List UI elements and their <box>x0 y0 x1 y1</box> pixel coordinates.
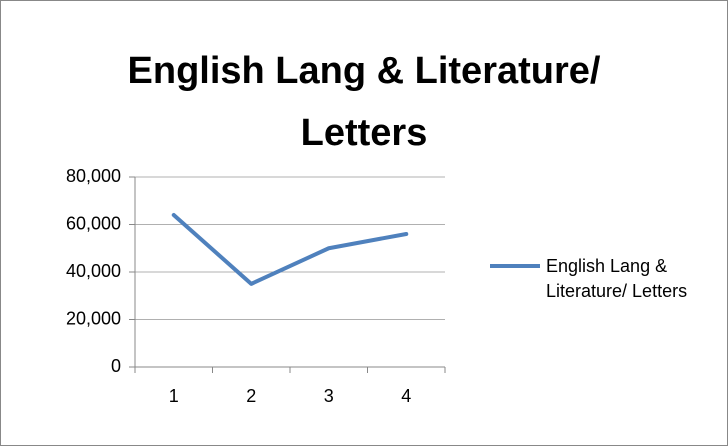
y-tick-label: 20,000 <box>66 308 121 328</box>
x-tick-label: 1 <box>169 386 179 406</box>
x-tick-label: 4 <box>401 386 411 406</box>
y-tick-label: 80,000 <box>66 166 121 186</box>
x-tick-label: 2 <box>246 386 256 406</box>
y-tick-label: 40,000 <box>66 261 121 281</box>
legend-label: English Lang & Literature/ Letters <box>546 256 688 301</box>
x-tick-label: 3 <box>324 386 334 406</box>
line-series <box>171 213 409 286</box>
y-tick-label: 0 <box>111 356 121 376</box>
chart-title: English Lang & Literature/ Letters <box>127 50 601 154</box>
y-tick-label: 60,000 <box>66 213 121 233</box>
